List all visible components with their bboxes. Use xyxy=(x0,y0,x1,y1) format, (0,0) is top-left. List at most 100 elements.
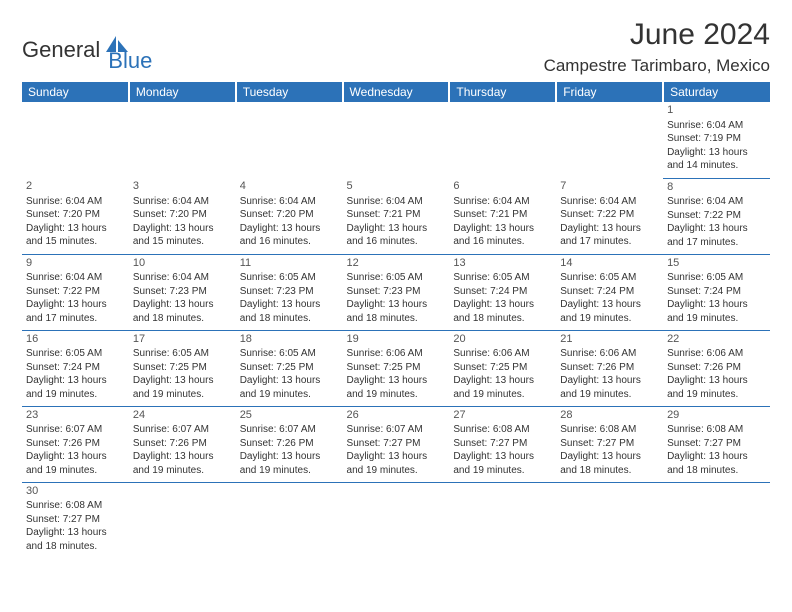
daylight-line: Daylight: 13 hours and 19 minutes. xyxy=(26,450,125,477)
calendar-cell: 5Sunrise: 6:04 AMSunset: 7:21 PMDaylight… xyxy=(343,178,450,254)
day-number: 25 xyxy=(240,408,339,423)
calendar-cell: 7Sunrise: 6:04 AMSunset: 7:22 PMDaylight… xyxy=(556,178,663,254)
sunrise-line: Sunrise: 6:04 AM xyxy=(26,271,125,285)
calendar-cell: 2Sunrise: 6:04 AMSunset: 7:20 PMDaylight… xyxy=(22,178,129,254)
daylight-line: Daylight: 13 hours and 19 minutes. xyxy=(133,374,232,401)
sunrise-line: Sunrise: 6:05 AM xyxy=(26,347,125,361)
sunrise-line: Sunrise: 6:04 AM xyxy=(560,195,659,209)
calendar-cell xyxy=(236,102,343,178)
calendar-cell: 23Sunrise: 6:07 AMSunset: 7:26 PMDayligh… xyxy=(22,406,129,482)
calendar-table: SundayMondayTuesdayWednesdayThursdayFrid… xyxy=(22,82,770,558)
sunset-line: Sunset: 7:26 PM xyxy=(240,437,339,451)
day-number: 13 xyxy=(453,256,552,271)
sunrise-line: Sunrise: 6:06 AM xyxy=(347,347,446,361)
daylight-line: Daylight: 13 hours and 16 minutes. xyxy=(240,222,339,249)
calendar-cell: 26Sunrise: 6:07 AMSunset: 7:27 PMDayligh… xyxy=(343,406,450,482)
daylight-line: Daylight: 13 hours and 18 minutes. xyxy=(453,298,552,325)
sunrise-line: Sunrise: 6:05 AM xyxy=(240,347,339,361)
calendar-cell: 10Sunrise: 6:04 AMSunset: 7:23 PMDayligh… xyxy=(129,254,236,330)
sunset-line: Sunset: 7:24 PM xyxy=(667,285,766,299)
calendar-cell: 1Sunrise: 6:04 AMSunset: 7:19 PMDaylight… xyxy=(663,102,770,178)
calendar-cell: 29Sunrise: 6:08 AMSunset: 7:27 PMDayligh… xyxy=(663,406,770,482)
sunset-line: Sunset: 7:27 PM xyxy=(453,437,552,451)
daylight-line: Daylight: 13 hours and 19 minutes. xyxy=(347,374,446,401)
day-number: 7 xyxy=(560,179,659,194)
sunrise-line: Sunrise: 6:04 AM xyxy=(240,195,339,209)
calendar-cell xyxy=(663,482,770,558)
daylight-line: Daylight: 13 hours and 19 minutes. xyxy=(133,450,232,477)
daylight-line: Daylight: 13 hours and 19 minutes. xyxy=(453,374,552,401)
sunrise-line: Sunrise: 6:08 AM xyxy=(560,423,659,437)
calendar-cell: 24Sunrise: 6:07 AMSunset: 7:26 PMDayligh… xyxy=(129,406,236,482)
header: General Blue June 2024 Campestre Tarimba… xyxy=(22,18,770,76)
sunset-line: Sunset: 7:24 PM xyxy=(560,285,659,299)
sunset-line: Sunset: 7:25 PM xyxy=(453,361,552,375)
day-number: 6 xyxy=(453,179,552,194)
logo: General Blue xyxy=(22,26,152,74)
sunset-line: Sunset: 7:20 PM xyxy=(26,208,125,222)
day-number: 30 xyxy=(26,484,125,499)
daylight-line: Daylight: 13 hours and 17 minutes. xyxy=(667,222,766,249)
sunset-line: Sunset: 7:20 PM xyxy=(240,208,339,222)
weekday-header: Wednesday xyxy=(343,82,450,102)
sunset-line: Sunset: 7:24 PM xyxy=(26,361,125,375)
sunrise-line: Sunrise: 6:07 AM xyxy=(133,423,232,437)
calendar-cell: 16Sunrise: 6:05 AMSunset: 7:24 PMDayligh… xyxy=(22,330,129,406)
day-number: 8 xyxy=(667,180,766,195)
sunrise-line: Sunrise: 6:04 AM xyxy=(26,195,125,209)
calendar-cell xyxy=(449,102,556,178)
day-number: 2 xyxy=(26,179,125,194)
calendar-cell xyxy=(129,482,236,558)
sunrise-line: Sunrise: 6:08 AM xyxy=(667,423,766,437)
sunrise-line: Sunrise: 6:04 AM xyxy=(133,271,232,285)
sunset-line: Sunset: 7:22 PM xyxy=(26,285,125,299)
day-number: 5 xyxy=(347,179,446,194)
sunrise-line: Sunrise: 6:06 AM xyxy=(560,347,659,361)
sunset-line: Sunset: 7:20 PM xyxy=(133,208,232,222)
calendar-cell: 21Sunrise: 6:06 AMSunset: 7:26 PMDayligh… xyxy=(556,330,663,406)
calendar-cell: 20Sunrise: 6:06 AMSunset: 7:25 PMDayligh… xyxy=(449,330,556,406)
calendar-cell xyxy=(236,482,343,558)
calendar-cell xyxy=(449,482,556,558)
sunrise-line: Sunrise: 6:06 AM xyxy=(453,347,552,361)
sunset-line: Sunset: 7:23 PM xyxy=(347,285,446,299)
calendar-cell: 17Sunrise: 6:05 AMSunset: 7:25 PMDayligh… xyxy=(129,330,236,406)
daylight-line: Daylight: 13 hours and 16 minutes. xyxy=(347,222,446,249)
day-number: 19 xyxy=(347,332,446,347)
daylight-line: Daylight: 13 hours and 19 minutes. xyxy=(453,450,552,477)
daylight-line: Daylight: 13 hours and 19 minutes. xyxy=(560,298,659,325)
calendar-cell: 13Sunrise: 6:05 AMSunset: 7:24 PMDayligh… xyxy=(449,254,556,330)
sunrise-line: Sunrise: 6:04 AM xyxy=(667,195,766,209)
sunset-line: Sunset: 7:27 PM xyxy=(560,437,659,451)
day-number: 21 xyxy=(560,332,659,347)
day-number: 27 xyxy=(453,408,552,423)
sunset-line: Sunset: 7:27 PM xyxy=(26,513,125,527)
weekday-header: Tuesday xyxy=(236,82,343,102)
weekday-header: Saturday xyxy=(663,82,770,102)
calendar-cell: 15Sunrise: 6:05 AMSunset: 7:24 PMDayligh… xyxy=(663,254,770,330)
calendar-cell: 8Sunrise: 6:04 AMSunset: 7:22 PMDaylight… xyxy=(663,178,770,254)
sunrise-line: Sunrise: 6:07 AM xyxy=(26,423,125,437)
day-number: 10 xyxy=(133,256,232,271)
calendar-cell: 6Sunrise: 6:04 AMSunset: 7:21 PMDaylight… xyxy=(449,178,556,254)
sunrise-line: Sunrise: 6:04 AM xyxy=(133,195,232,209)
sunset-line: Sunset: 7:25 PM xyxy=(133,361,232,375)
sunrise-line: Sunrise: 6:05 AM xyxy=(667,271,766,285)
sunrise-line: Sunrise: 6:05 AM xyxy=(453,271,552,285)
daylight-line: Daylight: 13 hours and 19 minutes. xyxy=(240,374,339,401)
day-number: 12 xyxy=(347,256,446,271)
daylight-line: Daylight: 13 hours and 14 minutes. xyxy=(667,146,766,173)
calendar-cell: 3Sunrise: 6:04 AMSunset: 7:20 PMDaylight… xyxy=(129,178,236,254)
daylight-line: Daylight: 13 hours and 16 minutes. xyxy=(453,222,552,249)
day-number: 14 xyxy=(560,256,659,271)
calendar-cell: 12Sunrise: 6:05 AMSunset: 7:23 PMDayligh… xyxy=(343,254,450,330)
day-number: 28 xyxy=(560,408,659,423)
weekday-header: Thursday xyxy=(449,82,556,102)
sunrise-line: Sunrise: 6:04 AM xyxy=(667,119,766,133)
sunset-line: Sunset: 7:26 PM xyxy=(133,437,232,451)
sunrise-line: Sunrise: 6:06 AM xyxy=(667,347,766,361)
calendar-cell xyxy=(343,482,450,558)
day-number: 1 xyxy=(667,103,766,118)
calendar-cell: 19Sunrise: 6:06 AMSunset: 7:25 PMDayligh… xyxy=(343,330,450,406)
calendar-cell: 25Sunrise: 6:07 AMSunset: 7:26 PMDayligh… xyxy=(236,406,343,482)
